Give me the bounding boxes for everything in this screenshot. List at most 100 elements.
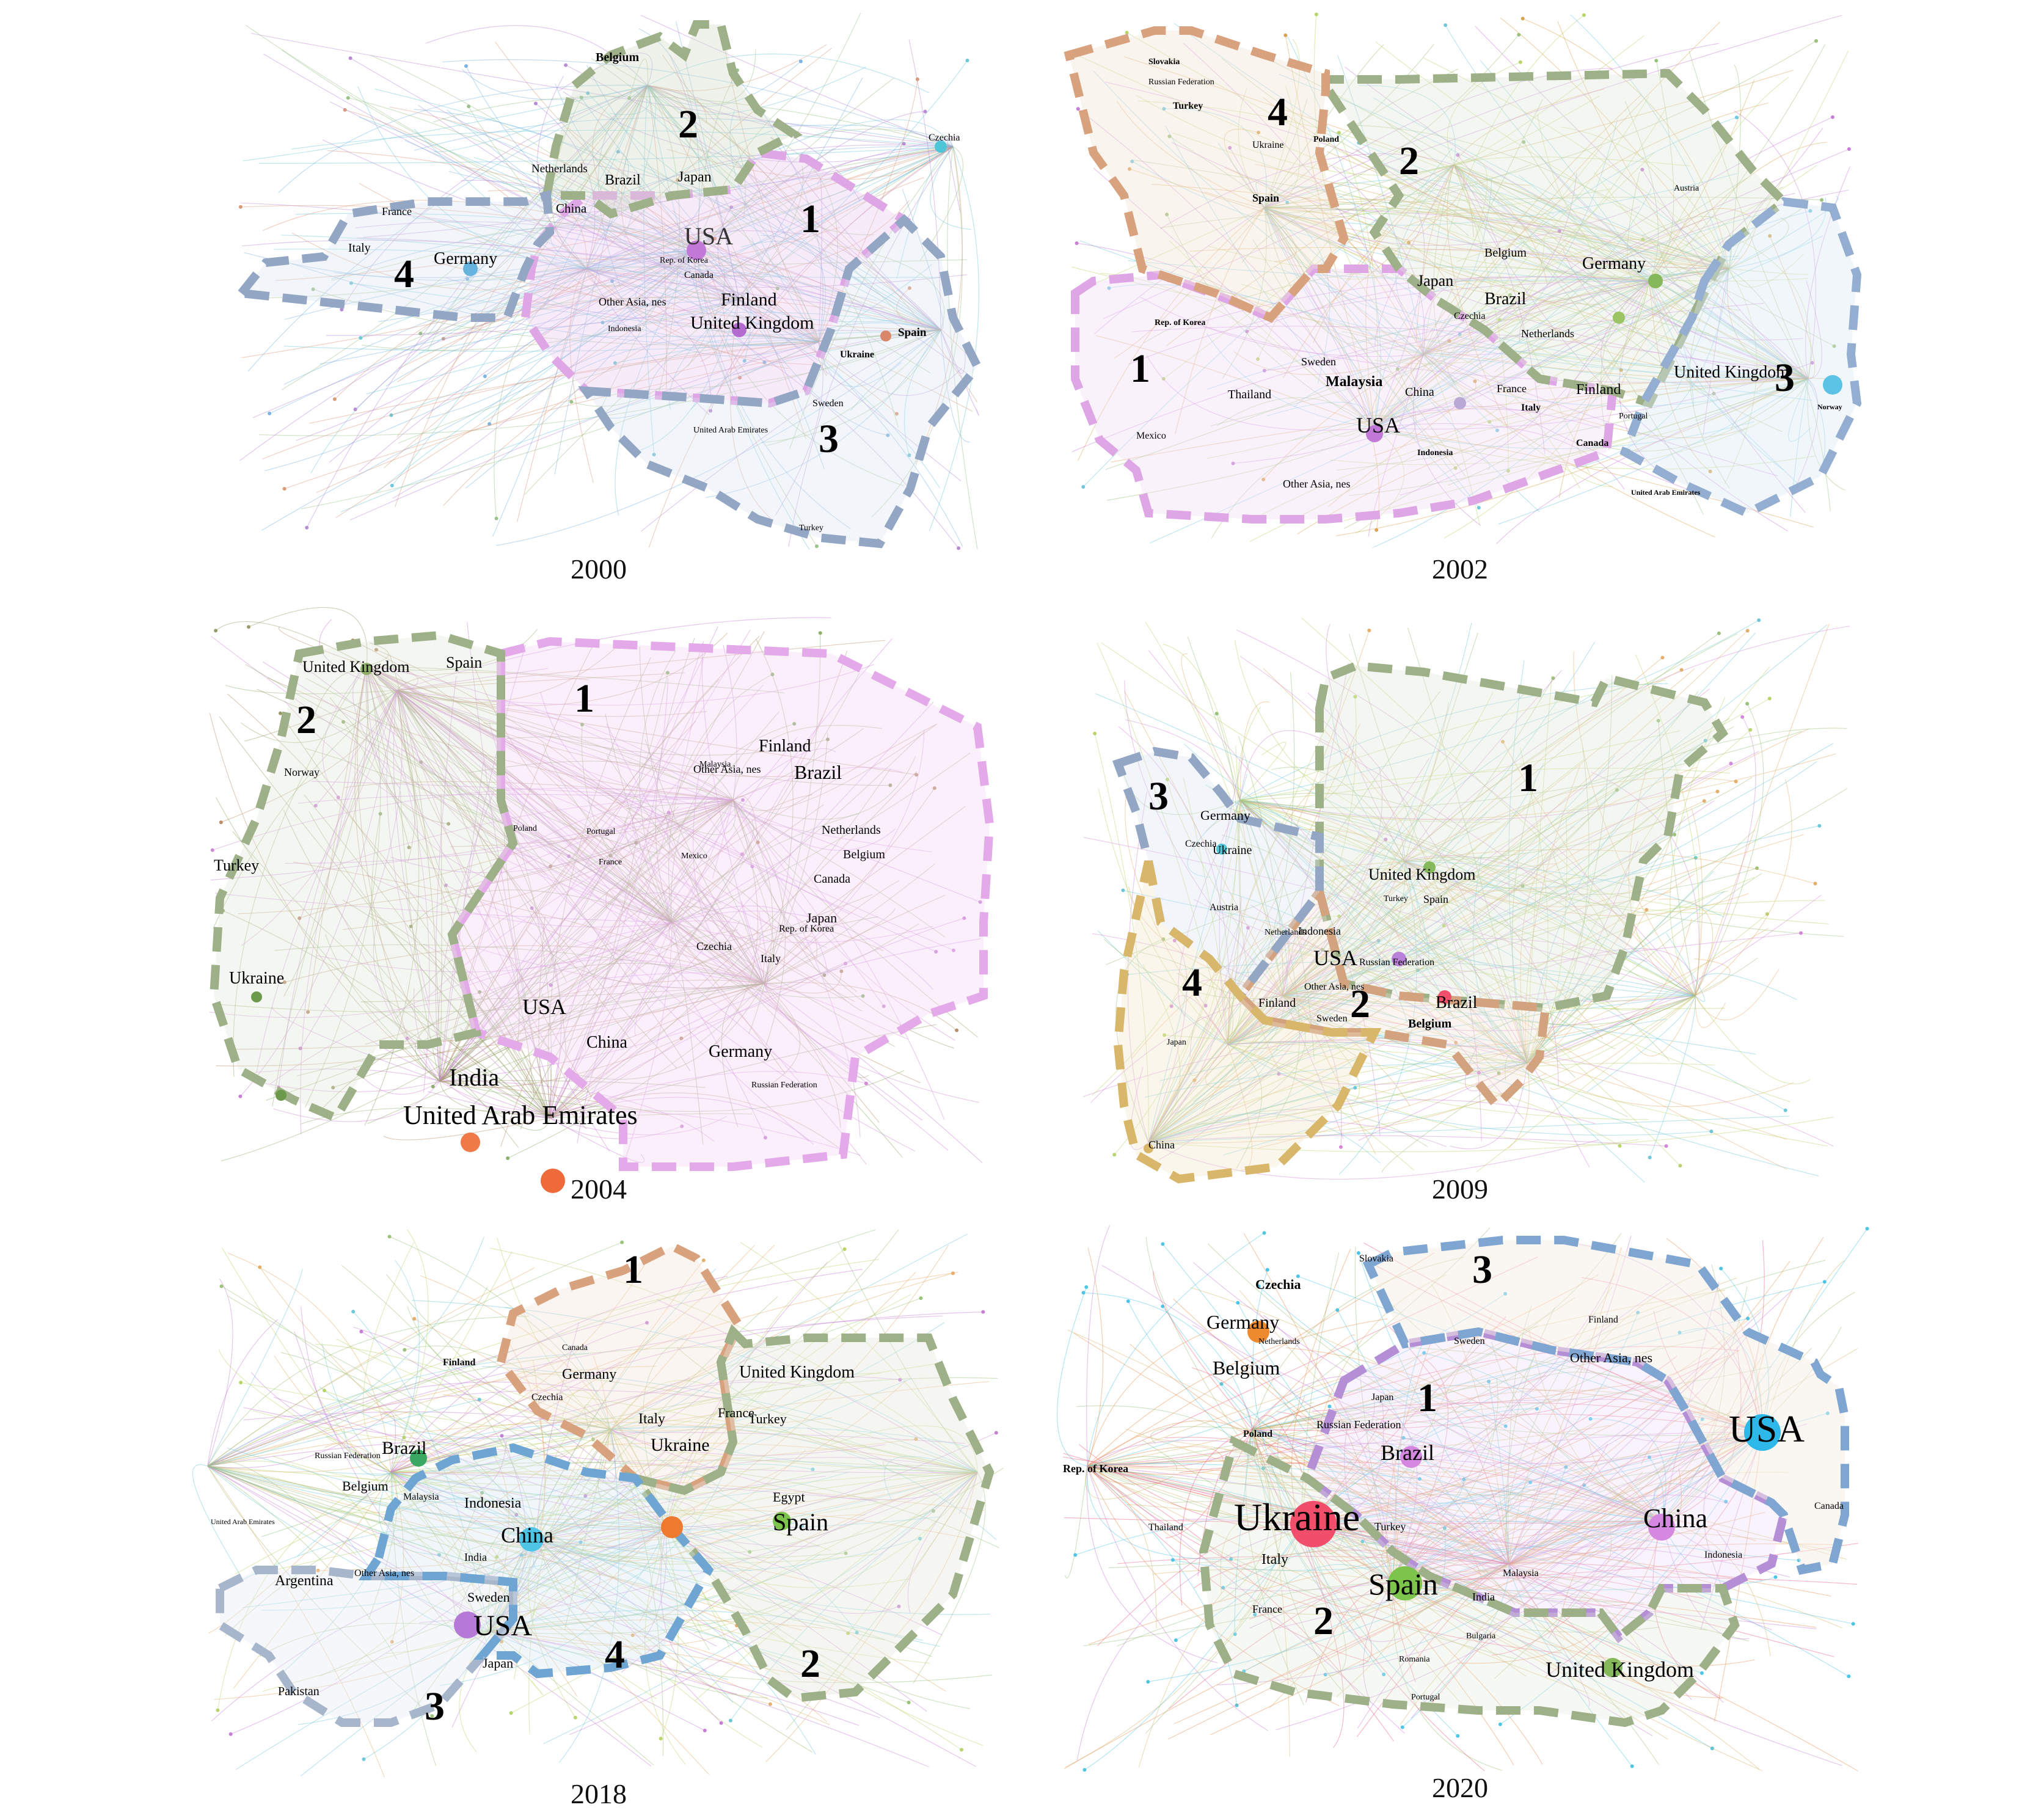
network-edge <box>222 1247 489 1632</box>
network-edge <box>282 49 697 251</box>
network-edge <box>740 241 826 343</box>
network-edge <box>1374 164 1455 348</box>
node-ukraine-2004 <box>276 1090 287 1101</box>
network-edge <box>1570 14 1729 269</box>
network-edge <box>1301 1479 1464 1529</box>
network-edge <box>1088 1467 1509 1564</box>
network-edge <box>369 913 550 1118</box>
network-edge <box>1227 942 1302 1045</box>
network-edge <box>1255 164 1650 282</box>
network-edge <box>390 1378 690 1473</box>
network-edge <box>706 329 941 498</box>
network-node <box>962 916 966 921</box>
network-edge <box>355 85 648 410</box>
network-edge <box>207 1465 527 1648</box>
network-edge <box>207 1259 879 1467</box>
network-edge <box>1064 1465 1088 1578</box>
network-edge <box>1252 1429 1343 1691</box>
network-edge <box>488 1619 825 1632</box>
network-edge <box>1148 1139 1599 1180</box>
network-edge <box>465 250 697 312</box>
network-node <box>1648 1455 1651 1459</box>
network-edge <box>439 854 792 1082</box>
country-label: Russian Federation <box>1359 957 1434 968</box>
network-edge <box>1560 1519 1662 1617</box>
network-edge <box>207 1465 824 1667</box>
network-edge <box>398 146 954 369</box>
network-edge <box>1216 397 1375 428</box>
network-edge <box>1264 199 1725 283</box>
network-edge <box>390 1297 921 1473</box>
network-edge <box>363 1539 538 1760</box>
network-edge <box>1590 1418 1666 1522</box>
network-edge <box>639 650 676 923</box>
network-node <box>1746 1316 1750 1321</box>
network-edge <box>693 1472 978 1633</box>
network-node <box>374 648 378 652</box>
network-edge <box>566 126 740 300</box>
country-label: Finland <box>1258 996 1296 1010</box>
network-edge <box>487 190 587 269</box>
network-edge <box>1239 1290 1509 1564</box>
network-edge <box>439 626 718 1082</box>
network-edge <box>1128 1301 1393 1583</box>
network-edge <box>192 1464 242 1577</box>
network-node <box>1522 140 1526 144</box>
network-edge <box>1729 235 1811 379</box>
network-edge <box>549 631 765 1118</box>
network-edge <box>665 1432 997 1528</box>
network-edge <box>238 800 734 914</box>
network-edge <box>1207 268 1729 390</box>
network-edge <box>668 922 777 947</box>
country-label: Rep. of Korea <box>1063 1462 1128 1475</box>
network-edge <box>1239 792 1454 830</box>
network-edge <box>259 1622 489 1657</box>
network-edge <box>1527 1062 1794 1108</box>
network-edge <box>1217 1429 1271 1602</box>
network-edge <box>1264 68 1459 208</box>
network-edge <box>666 814 764 984</box>
network-edge <box>1111 378 1809 463</box>
network-edge <box>1084 1527 1302 1770</box>
network-edge <box>549 677 669 1118</box>
network-edge <box>396 690 921 1084</box>
network-edge <box>671 920 740 951</box>
country-label: Mexico <box>1136 431 1166 441</box>
network-edge <box>696 250 963 547</box>
network-edge <box>1136 1435 1662 1522</box>
network-edge <box>1329 699 1406 862</box>
network-edge <box>1087 1465 1638 1662</box>
network-edge <box>537 1539 879 1564</box>
network-edge <box>1695 995 1811 1084</box>
country-label: Malaysia <box>1326 374 1382 390</box>
country-label: Spain <box>1423 893 1448 905</box>
network-edge <box>1204 191 1729 269</box>
network-edge <box>1146 355 1375 431</box>
network-edge <box>1277 1411 1662 1522</box>
network-node <box>634 841 638 845</box>
network-node <box>1367 629 1371 632</box>
network-edge <box>1078 207 1265 461</box>
network-node <box>305 525 309 530</box>
network-edge <box>366 665 418 690</box>
network-edge <box>360 983 764 1002</box>
network-node <box>613 361 617 365</box>
country-label: Italy <box>638 1411 665 1427</box>
network-edge <box>390 1254 651 1473</box>
network-edge <box>763 982 957 1031</box>
node-brazil-2018 <box>410 1450 427 1467</box>
network-edge <box>285 800 734 864</box>
network-edge <box>1257 164 1455 360</box>
network-edge <box>1423 354 1476 391</box>
network-edge <box>441 1459 978 1475</box>
network-edge <box>1728 50 1849 269</box>
network-edge <box>696 250 726 362</box>
network-edge <box>414 128 587 269</box>
country-label: Argentina <box>275 1573 334 1589</box>
network-edge <box>671 922 841 1128</box>
network-node <box>1783 1108 1787 1112</box>
network-edge <box>1087 1232 1265 1467</box>
network-edge <box>1227 1044 1415 1171</box>
network-edge <box>390 800 734 874</box>
network-edge <box>1404 212 1729 269</box>
